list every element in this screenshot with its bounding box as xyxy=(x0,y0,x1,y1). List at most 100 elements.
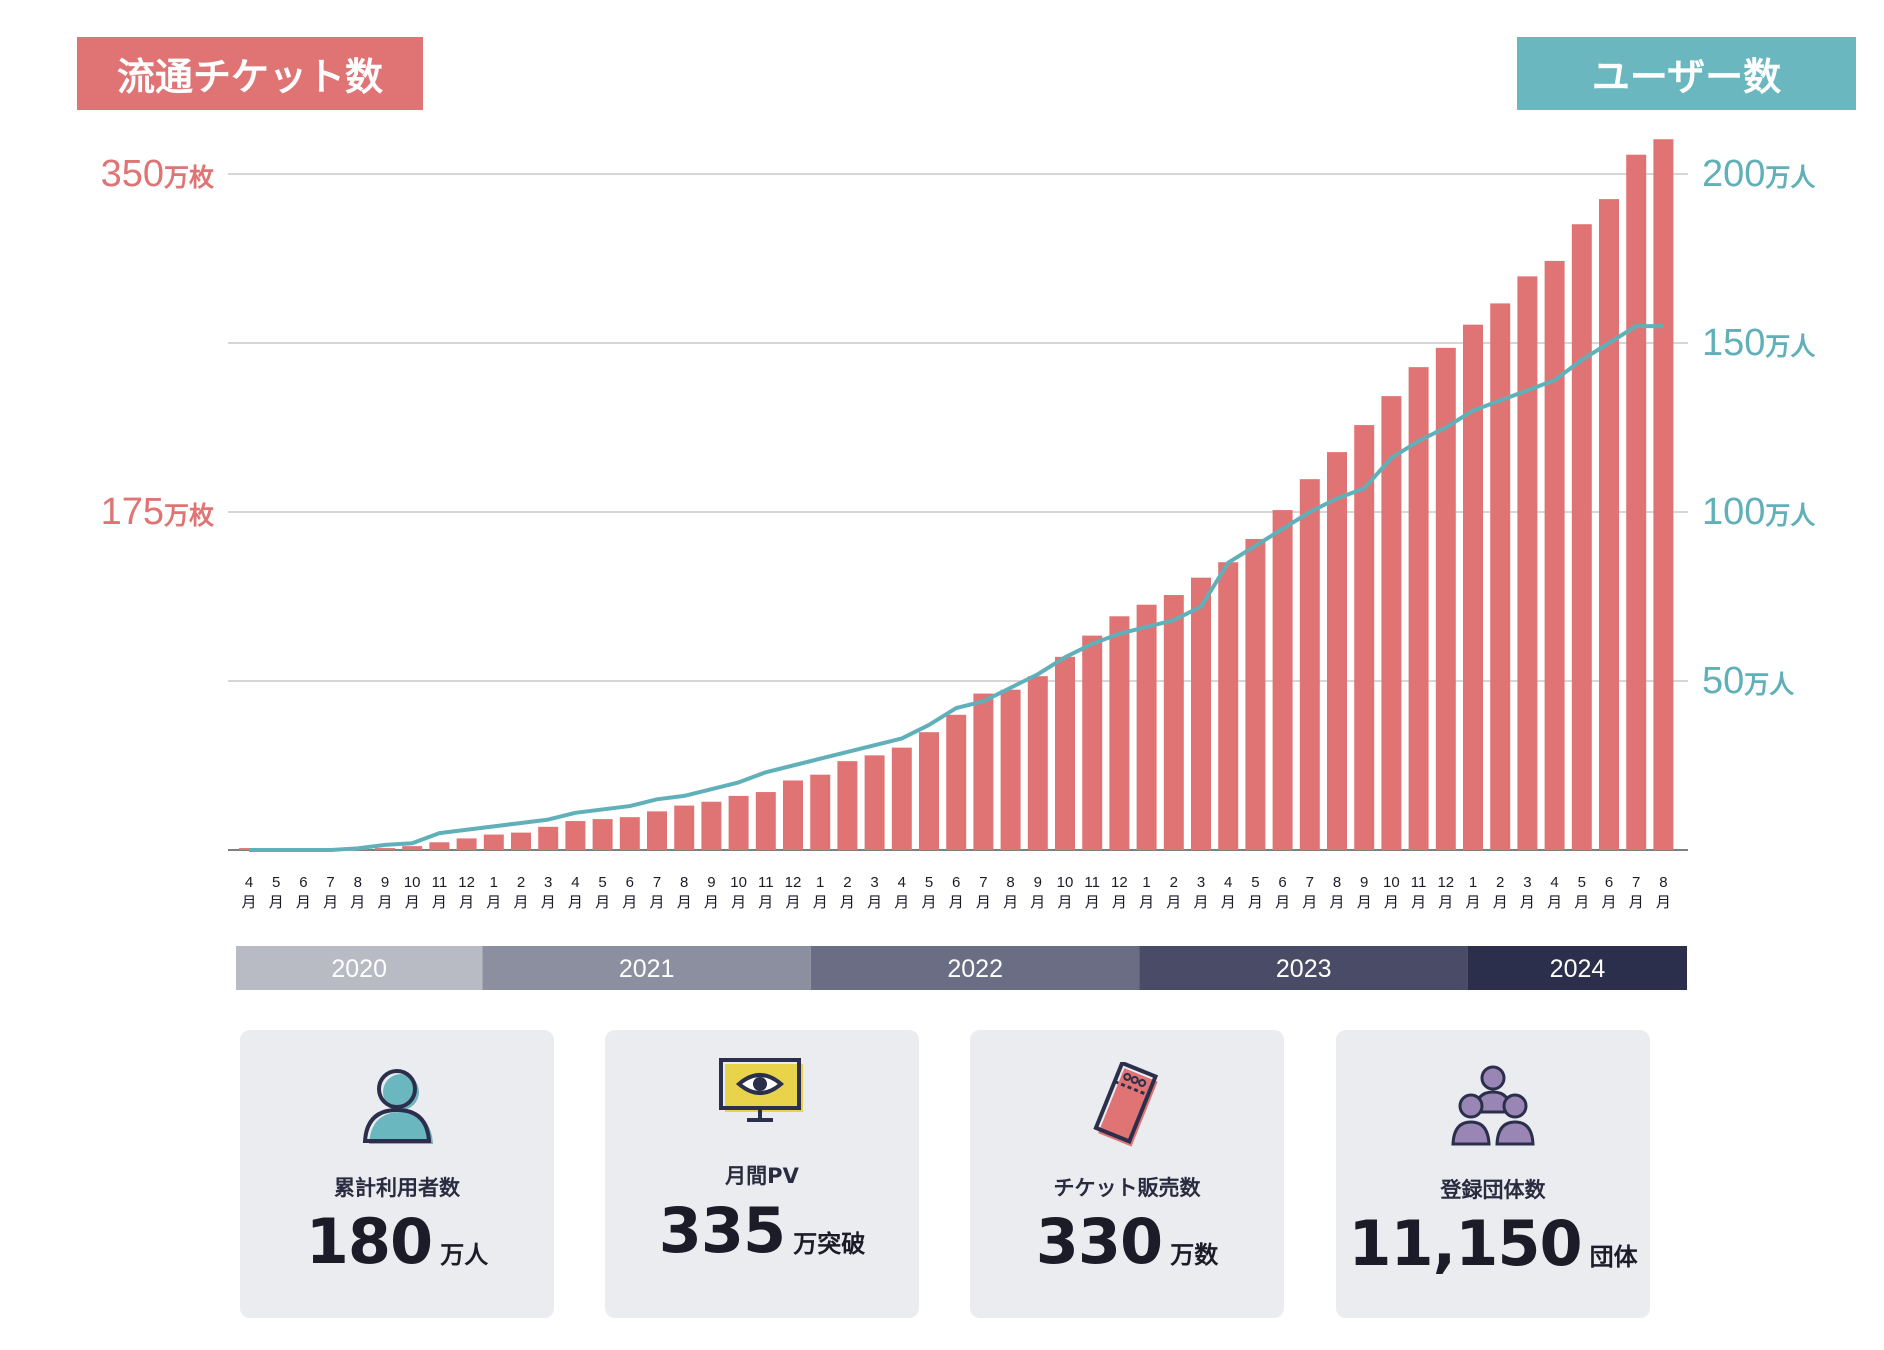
year-band xyxy=(482,946,811,990)
month-suffix: 月 xyxy=(1574,893,1589,911)
bar xyxy=(1381,396,1402,850)
bar xyxy=(1082,635,1103,850)
year-band xyxy=(810,946,1140,990)
bar xyxy=(701,801,722,850)
month-suffix: 月 xyxy=(1384,893,1399,911)
bar xyxy=(1191,577,1211,850)
bar xyxy=(1490,303,1511,850)
bar xyxy=(402,846,423,850)
month-label: 9 xyxy=(1034,874,1042,891)
month-label: 7 xyxy=(326,874,334,891)
month-suffix: 月 xyxy=(894,893,909,911)
month-label: 5 xyxy=(1578,874,1586,891)
month-label: 6 xyxy=(1605,874,1613,891)
month-label: 9 xyxy=(381,874,389,891)
bar xyxy=(1599,199,1619,850)
bar xyxy=(538,826,559,850)
month-label: 7 xyxy=(979,874,987,891)
month-label: 9 xyxy=(707,874,715,891)
month-label: 10 xyxy=(1383,874,1400,891)
month-label: 2 xyxy=(1170,874,1178,891)
month-label: 4 xyxy=(1224,874,1232,891)
year-label: 2021 xyxy=(619,955,675,983)
bar xyxy=(1109,616,1130,850)
year-band xyxy=(1139,946,1468,990)
month-suffix: 月 xyxy=(432,893,447,911)
bar xyxy=(1218,562,1239,850)
person-icon xyxy=(240,1062,554,1152)
stat-unit: 団体 xyxy=(1589,1243,1638,1271)
bar xyxy=(1463,324,1483,850)
month-label: 12 xyxy=(1111,874,1128,891)
month-label: 5 xyxy=(272,874,280,891)
month-suffix: 月 xyxy=(813,893,828,911)
bar xyxy=(1517,276,1538,850)
month-suffix: 月 xyxy=(1003,893,1018,911)
month-suffix: 月 xyxy=(1547,893,1562,911)
month-label: 2 xyxy=(1496,874,1504,891)
month-suffix: 月 xyxy=(1493,893,1508,911)
bar xyxy=(864,755,885,850)
month-label: 11 xyxy=(1411,874,1427,891)
month-label: 5 xyxy=(598,874,606,891)
bar xyxy=(619,817,640,850)
bar xyxy=(755,792,776,850)
stat-label: 累計利用者数 xyxy=(334,1176,460,1200)
month-label: 4 xyxy=(245,874,253,891)
month-label: 6 xyxy=(626,874,634,891)
month-suffix: 月 xyxy=(1329,893,1344,911)
month-label: 10 xyxy=(404,874,421,891)
month-label: 7 xyxy=(653,874,661,891)
bar xyxy=(1245,539,1266,850)
bar xyxy=(1408,367,1429,850)
month-suffix: 月 xyxy=(1193,893,1208,911)
month-label: 2 xyxy=(843,874,851,891)
stat-number: 330 xyxy=(1035,1205,1163,1278)
month-suffix: 月 xyxy=(1221,893,1236,911)
month-label: 10 xyxy=(730,874,747,891)
bar xyxy=(1000,689,1021,850)
stat-number: 11,150 xyxy=(1348,1207,1582,1280)
month-label: 4 xyxy=(571,874,579,891)
bar xyxy=(919,732,939,850)
month-suffix: 月 xyxy=(731,893,746,911)
stat-value: 180 万人 xyxy=(240,1205,554,1278)
month-suffix: 月 xyxy=(1465,893,1480,911)
month-suffix: 月 xyxy=(595,893,610,911)
bar xyxy=(1055,656,1075,850)
month-suffix: 月 xyxy=(486,893,501,911)
bar xyxy=(1163,595,1184,850)
month-label: 11 xyxy=(432,874,448,891)
bar xyxy=(647,811,667,850)
month-label: 1 xyxy=(816,874,824,891)
month-suffix: 月 xyxy=(1302,893,1317,911)
right-axis-tick: 150万人 xyxy=(1702,322,1815,364)
bar xyxy=(1435,347,1456,850)
month-suffix: 月 xyxy=(1112,893,1127,911)
month-suffix: 月 xyxy=(541,893,556,911)
year-label: 2022 xyxy=(947,955,1003,983)
month-label: 10 xyxy=(1057,874,1074,891)
bar xyxy=(1544,260,1565,850)
bar xyxy=(1299,479,1320,850)
bar xyxy=(592,819,613,850)
stat-label: チケット販売数 xyxy=(1053,1176,1201,1200)
stat-card-total-users: 累計利用者数 180 万人 xyxy=(240,1030,554,1318)
stat-label: 登録団体数 xyxy=(1440,1178,1546,1202)
stat-unit: 万人 xyxy=(440,1241,489,1269)
month-suffix: 月 xyxy=(649,893,664,911)
month-label: 3 xyxy=(1523,874,1531,891)
month-label: 7 xyxy=(1632,874,1640,891)
stat-number: 180 xyxy=(305,1205,433,1278)
month-suffix: 月 xyxy=(459,893,474,911)
bar xyxy=(483,834,504,850)
group-icon xyxy=(1336,1062,1650,1152)
month-suffix: 月 xyxy=(921,893,936,911)
bar xyxy=(1027,676,1048,850)
month-label: 3 xyxy=(544,874,552,891)
month-label: 1 xyxy=(490,874,498,891)
month-label: 6 xyxy=(1278,874,1286,891)
month-label: 8 xyxy=(1333,874,1341,891)
month-label: 12 xyxy=(1437,874,1454,891)
